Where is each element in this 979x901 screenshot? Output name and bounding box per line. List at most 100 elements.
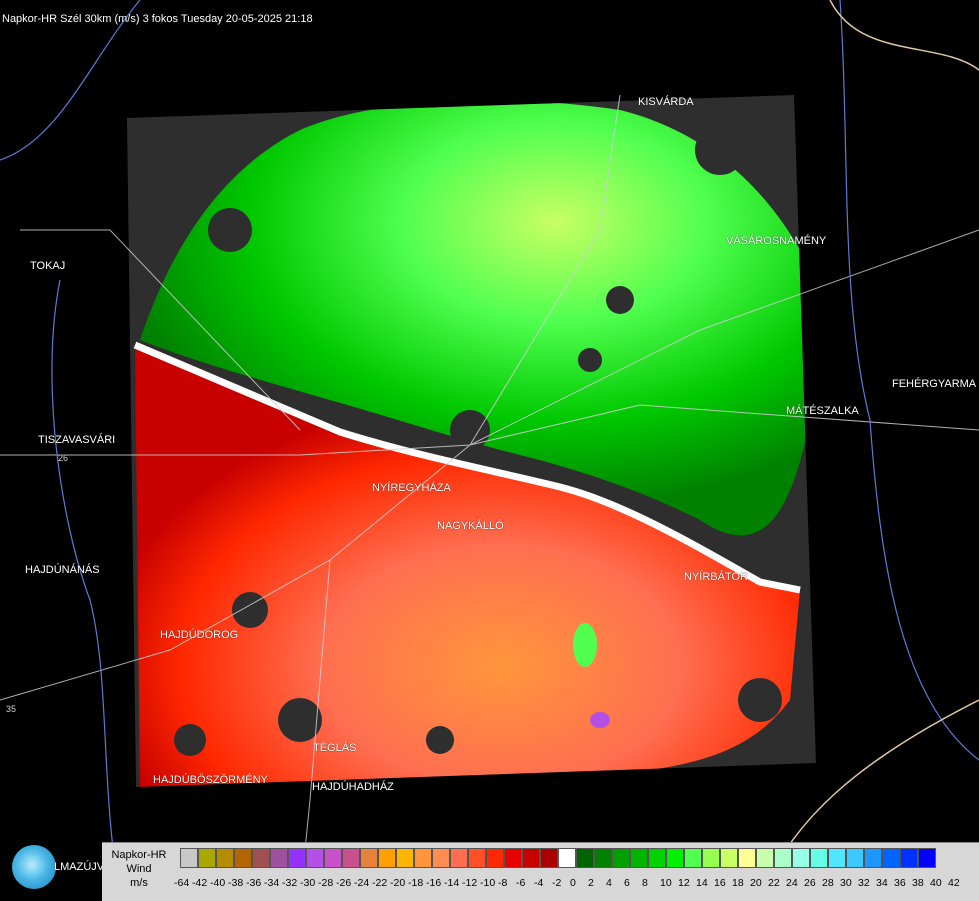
legend-swatch xyxy=(252,848,270,868)
legend-swatch xyxy=(360,848,378,868)
legend-swatch xyxy=(774,848,792,868)
legend-swatch xyxy=(792,848,810,868)
city-label-nyiregyhaza: NYÍREGYHÁZA xyxy=(372,482,451,494)
legend-tick-label: 4 xyxy=(606,877,612,889)
city-label-vasarosnameny: VÁSÁROSNAMÉNY xyxy=(726,235,827,247)
legend-swatch xyxy=(180,848,198,868)
legend-swatch xyxy=(414,848,432,868)
negative-wind-area xyxy=(135,345,800,787)
city-label-tiszavasvari: TISZAVASVÁRI xyxy=(38,434,116,446)
legend-tick-label: 18 xyxy=(732,877,744,889)
legend-tick-label: 10 xyxy=(660,877,672,889)
legend-swatch xyxy=(468,848,486,868)
legend-tick-label: -20 xyxy=(390,877,406,889)
legend-color-scale xyxy=(180,848,936,868)
legend-tick-label: -22 xyxy=(372,877,388,889)
city-label-nyirbator: NYÍRBÁTOR xyxy=(684,571,748,583)
legend-tick-label: 6 xyxy=(624,877,630,889)
legend-tick-label: 0 xyxy=(570,877,576,889)
legend-swatch xyxy=(612,848,630,868)
legend-tick-label: -2 xyxy=(552,877,562,889)
legend-swatch xyxy=(720,848,738,868)
legend-tick-label: 22 xyxy=(768,877,780,889)
legend-swatch xyxy=(342,848,360,868)
legend-swatch xyxy=(198,848,216,868)
road-number-26: 26 xyxy=(58,453,69,463)
legend-tick-label: 16 xyxy=(714,877,726,889)
legend-swatch xyxy=(738,848,756,868)
city-label-kisvarda: KISVÁRDA xyxy=(638,96,694,108)
legend-tick-label: 20 xyxy=(750,877,762,889)
legend-title: Napkor-HR Wind m/s xyxy=(104,848,174,890)
legend-swatch xyxy=(432,848,450,868)
legend-swatch xyxy=(450,848,468,868)
legend-swatch xyxy=(882,848,900,868)
legend-swatch xyxy=(576,848,594,868)
legend-tick-label: 12 xyxy=(678,877,690,889)
legend-tick-label: 26 xyxy=(804,877,816,889)
legend-tick-label: 36 xyxy=(894,877,906,889)
legend-swatch xyxy=(288,848,306,868)
legend-swatch xyxy=(648,848,666,868)
legend-tick-label: -36 xyxy=(246,877,262,889)
legend-tick-label: 34 xyxy=(876,877,888,889)
legend-title-line3: m/s xyxy=(130,877,148,889)
city-label-fehergyarmat: FEHÉRGYARMA xyxy=(892,378,977,390)
legend-title-line2: Wind xyxy=(126,863,152,875)
legend-tick-label: -32 xyxy=(282,877,298,889)
legend-swatch xyxy=(234,848,252,868)
legend-tick-label: 28 xyxy=(822,877,834,889)
legend-swatch xyxy=(504,848,522,868)
city-label-hajduhadhaz: HAJDÚHADHÁZ xyxy=(312,781,394,793)
legend-swatch xyxy=(810,848,828,868)
city-label-teglas: TÉGLÁS xyxy=(313,742,357,754)
positive-wind-area xyxy=(140,100,810,536)
legend-tick-label: 32 xyxy=(858,877,870,889)
legend-tick-label: -14 xyxy=(444,877,460,889)
legend-swatch xyxy=(522,848,540,868)
legend-tick-labels: -64 -42 -40 -38 -36 -34 -32 -30 -28 -26 -24 -22 -20-… xyxy=(174,877,972,891)
legend-swatch xyxy=(378,848,396,868)
city-label-hajduboszormeny: HAJDÚBÖSZÖRMÉNY xyxy=(153,774,268,786)
legend-swatch xyxy=(306,848,324,868)
legend-tick-label: -18 xyxy=(408,877,424,889)
legend-tick-label: 40 xyxy=(930,877,942,889)
legend-swatch xyxy=(828,848,846,868)
legend-tick-label: -38 xyxy=(228,877,244,889)
legend-swatch xyxy=(702,848,720,868)
legend-swatch xyxy=(486,848,504,868)
legend-swatch xyxy=(540,848,558,868)
legend-tick-label: -12 xyxy=(462,877,478,889)
city-label-mateszalka: MÁTÉSZALKA xyxy=(786,405,859,417)
legend-tick-label: -8 xyxy=(498,877,508,889)
legend-tick-label: 24 xyxy=(786,877,798,889)
legend-tick-label: -26 xyxy=(336,877,352,889)
legend-title-line1: Napkor-HR xyxy=(111,849,167,861)
legend-swatch xyxy=(756,848,774,868)
legend-swatch xyxy=(900,848,918,868)
legend-tick-label: 30 xyxy=(840,877,852,889)
legend-tick-label: -28 xyxy=(318,877,334,889)
legend-tick-label: 2 xyxy=(588,877,594,889)
legend-swatch xyxy=(684,848,702,868)
legend-tick-label: 8 xyxy=(642,877,648,889)
road-number-35: 35 xyxy=(6,704,17,714)
legend-swatch xyxy=(666,848,684,868)
legend-swatch xyxy=(270,848,288,868)
legend-swatch xyxy=(864,848,882,868)
legend-swatch xyxy=(846,848,864,868)
city-label-tokaj: TOKAJ xyxy=(30,260,66,272)
legend-tick-label: -16 xyxy=(426,877,442,889)
legend-tick-label: -10 xyxy=(480,877,496,889)
legend-tick-label: -30 xyxy=(300,877,316,889)
legend-swatch xyxy=(918,848,936,868)
legend-tick-label: 42 xyxy=(948,877,960,889)
legend-swatch xyxy=(396,848,414,868)
map-title: Napkor-HR Szél 30km (m/s) 3 fokos Tuesda… xyxy=(2,13,313,25)
legend-tick-label: -40 xyxy=(210,877,226,889)
legend-swatch xyxy=(630,848,648,868)
city-label-nagykallo: NAGYKÁLLÓ xyxy=(437,520,504,532)
legend-tick-label: -34 xyxy=(264,877,280,889)
city-label-hajdudorog: HAJDÚDOROG xyxy=(160,629,239,641)
